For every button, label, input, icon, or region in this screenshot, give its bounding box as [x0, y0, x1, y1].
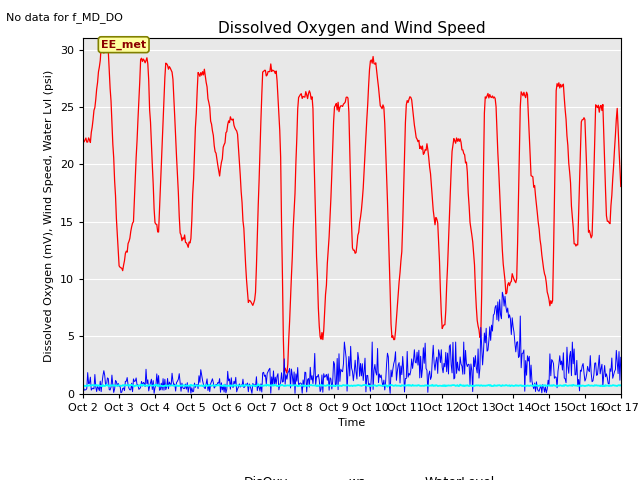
ws: [218, 380, 225, 386]
WaterLevel: [254, 381, 262, 387]
WaterLevel: [218, 383, 225, 388]
ws: [439, 370, 447, 375]
Text: No data for f_MD_DO: No data for f_MD_DO: [6, 12, 124, 23]
WaterLevel: [79, 383, 87, 389]
WaterLevel: [486, 383, 493, 389]
Line: DisOxy: DisOxy: [83, 47, 621, 373]
DisOxy: [324, 248, 332, 253]
WaterLevel: [440, 383, 448, 389]
ws: [79, 383, 87, 388]
WaterLevel: [617, 383, 625, 388]
ws: [323, 377, 331, 383]
DisOxy: [398, 249, 406, 254]
ws: [617, 354, 625, 360]
Legend: DisOxy, ws, WaterLevel: DisOxy, ws, WaterLevel: [204, 471, 500, 480]
ws: [175, 376, 182, 382]
DisOxy: [440, 322, 448, 328]
ws: [499, 289, 506, 295]
WaterLevel: [175, 383, 182, 389]
Line: WaterLevel: WaterLevel: [83, 384, 621, 387]
DisOxy: [97, 44, 105, 49]
X-axis label: Time: Time: [339, 418, 365, 428]
Line: ws: ws: [83, 292, 621, 393]
WaterLevel: [398, 383, 406, 388]
WaterLevel: [323, 382, 331, 388]
ws: [397, 363, 404, 369]
DisOxy: [283, 370, 291, 376]
DisOxy: [617, 184, 625, 190]
WaterLevel: [383, 384, 391, 390]
DisOxy: [79, 137, 87, 143]
ws: [291, 390, 299, 396]
DisOxy: [175, 214, 183, 219]
DisOxy: [486, 92, 493, 97]
Title: Dissolved Oxygen and Wind Speed: Dissolved Oxygen and Wind Speed: [218, 21, 486, 36]
Y-axis label: Dissolved Oxygen (mV), Wind Speed, Water Lvl (psi): Dissolved Oxygen (mV), Wind Speed, Water…: [45, 70, 54, 362]
Text: EE_met: EE_met: [101, 39, 147, 50]
DisOxy: [218, 156, 226, 162]
ws: [485, 338, 493, 344]
